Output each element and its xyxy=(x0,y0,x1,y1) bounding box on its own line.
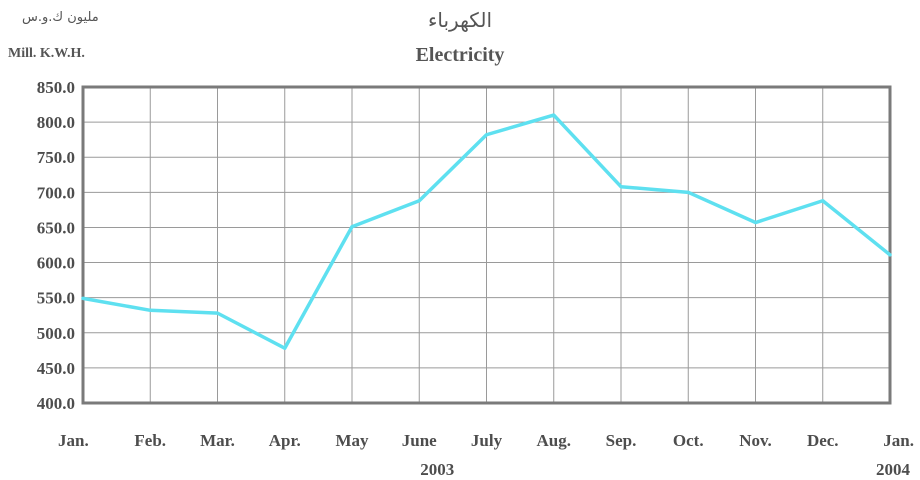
x-tick-label: Dec. xyxy=(807,431,839,450)
year-label: 2003 xyxy=(420,460,454,479)
x-tick-label: Feb. xyxy=(134,431,166,450)
chart-title-arabic: الكهرباء xyxy=(427,8,492,32)
unit-label-arabic: مليون ك.و.س xyxy=(22,10,99,25)
y-tick-label: 600.0 xyxy=(37,254,75,273)
y-tick-label: 850.0 xyxy=(37,78,75,97)
x-tick-label: Aug. xyxy=(537,431,571,450)
x-tick-label: July xyxy=(471,431,503,450)
y-tick-label: 500.0 xyxy=(37,324,75,343)
x-tick-label: Mar. xyxy=(200,431,235,450)
x-tick-label: Oct. xyxy=(673,431,704,450)
plot-frame xyxy=(81,85,892,405)
x-tick-label: Apr. xyxy=(269,431,301,450)
y-tick-label: 450.0 xyxy=(37,359,75,378)
unit-label-english: Mill. K.W.H. xyxy=(8,46,85,61)
x-tick-label: Sep. xyxy=(606,431,637,450)
x-tick-label: June xyxy=(402,431,437,450)
y-tick-label: 650.0 xyxy=(37,218,75,237)
y-tick-label: 700.0 xyxy=(37,183,75,202)
series-line xyxy=(81,113,892,350)
y-tick-label: 800.0 xyxy=(37,113,75,132)
x-tick-label: Nov. xyxy=(739,431,772,450)
year-label: 2004 xyxy=(876,460,911,479)
x-tick-label: Jan. xyxy=(58,431,89,450)
chart-title-english: Electricity xyxy=(415,44,505,66)
y-tick-label: 400.0 xyxy=(37,394,75,413)
x-tick-label: Jan. xyxy=(883,431,914,450)
y-tick-label: 750.0 xyxy=(37,148,75,167)
y-tick-label: 550.0 xyxy=(37,289,75,308)
x-tick-label: May xyxy=(335,431,369,450)
